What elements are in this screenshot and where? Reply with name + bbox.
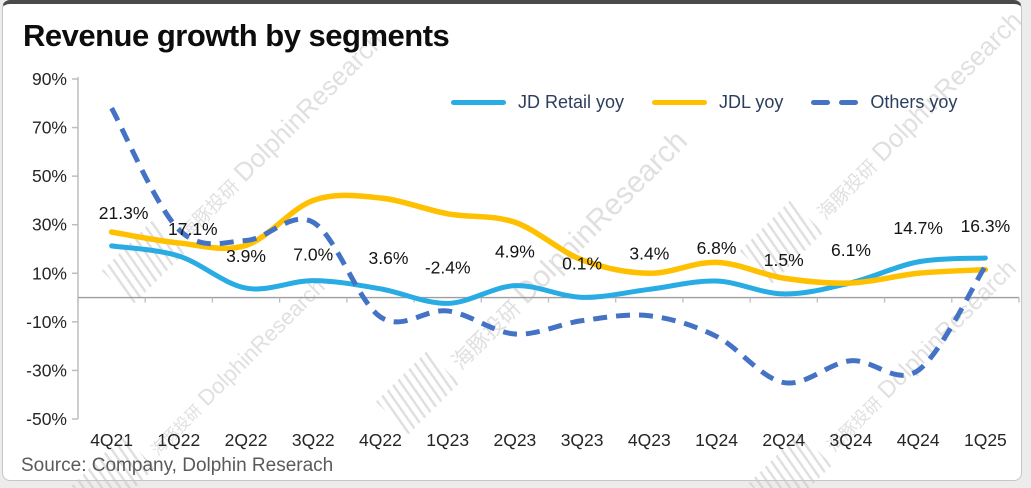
legend-line-swatch-jd-retail bbox=[451, 100, 506, 105]
legend-item-jd-retail[interactable]: JD Retail yoy bbox=[451, 92, 624, 113]
series-others-yoy bbox=[109, 106, 988, 386]
x-tick-label: 4Q24 bbox=[897, 430, 940, 450]
data-label: 21.3% bbox=[99, 203, 149, 223]
source-note: Source: Company, Dolphin Reserach bbox=[21, 455, 334, 476]
legend-dashed-swatch-others bbox=[811, 100, 859, 105]
legend-item-jdl[interactable]: JDL yoy bbox=[652, 92, 783, 113]
legend-label: JD Retail yoy bbox=[518, 92, 625, 112]
y-tick-label: -50% bbox=[26, 409, 67, 429]
data-label: 1.5% bbox=[764, 250, 804, 270]
data-label: 4.9% bbox=[495, 242, 535, 262]
data-label: 0.1% bbox=[562, 253, 602, 273]
x-tick-label: 1Q25 bbox=[964, 430, 1007, 450]
data-label: 3.6% bbox=[369, 248, 409, 268]
legend-label: JDL yoy bbox=[719, 92, 784, 112]
data-label: 3.9% bbox=[226, 246, 266, 266]
data-label: 17.1% bbox=[168, 219, 218, 239]
series-jdl-yoy bbox=[108, 192, 989, 286]
legend: JD Retail yoy JDL yoy Others yoy bbox=[451, 92, 957, 113]
legend-item-others[interactable]: Others yoy bbox=[811, 92, 957, 113]
y-tick-label: 70% bbox=[32, 118, 67, 138]
y-tick-label: 90% bbox=[32, 69, 67, 89]
line-chart: 90% 70% 50% 30% 10% -10% -30% -50% 4Q21 1Q22 2Q22 3… bbox=[26, 69, 1020, 450]
y-tick-label: -10% bbox=[26, 312, 67, 332]
data-label: 16.3% bbox=[961, 216, 1011, 236]
legend-label: Others yoy bbox=[870, 92, 958, 112]
data-label: 7.0% bbox=[293, 245, 333, 265]
x-tick-label: 2Q23 bbox=[493, 430, 536, 450]
x-tick-label: 3Q23 bbox=[561, 430, 604, 450]
x-tick-label: 4Q21 bbox=[90, 430, 133, 450]
data-label: 6.1% bbox=[831, 240, 871, 260]
x-tick-label: 1Q23 bbox=[426, 430, 469, 450]
y-tick-label: 10% bbox=[32, 263, 67, 283]
x-tick-label: 1Q22 bbox=[157, 430, 200, 450]
data-label: 3.4% bbox=[629, 243, 669, 263]
x-tick-label: 1Q24 bbox=[695, 430, 738, 450]
x-tick-label: 4Q22 bbox=[359, 430, 402, 450]
y-tick-label: 30% bbox=[32, 215, 67, 235]
x-tick-label: 2Q24 bbox=[762, 430, 805, 450]
x-tick-label: 3Q22 bbox=[292, 430, 335, 450]
data-label: 14.7% bbox=[893, 218, 943, 238]
y-tick-label: -30% bbox=[26, 360, 67, 380]
data-label: -2.4% bbox=[425, 257, 471, 277]
y-tick-label: 50% bbox=[32, 166, 67, 186]
data-label: 6.8% bbox=[697, 238, 737, 258]
x-tick-label: 2Q22 bbox=[225, 430, 268, 450]
x-tick-label: 3Q24 bbox=[830, 430, 873, 450]
x-tick-label: 4Q23 bbox=[628, 430, 671, 450]
chart-title: Revenue growth by segments bbox=[23, 18, 450, 53]
legend-line-swatch-jdl bbox=[652, 100, 708, 105]
